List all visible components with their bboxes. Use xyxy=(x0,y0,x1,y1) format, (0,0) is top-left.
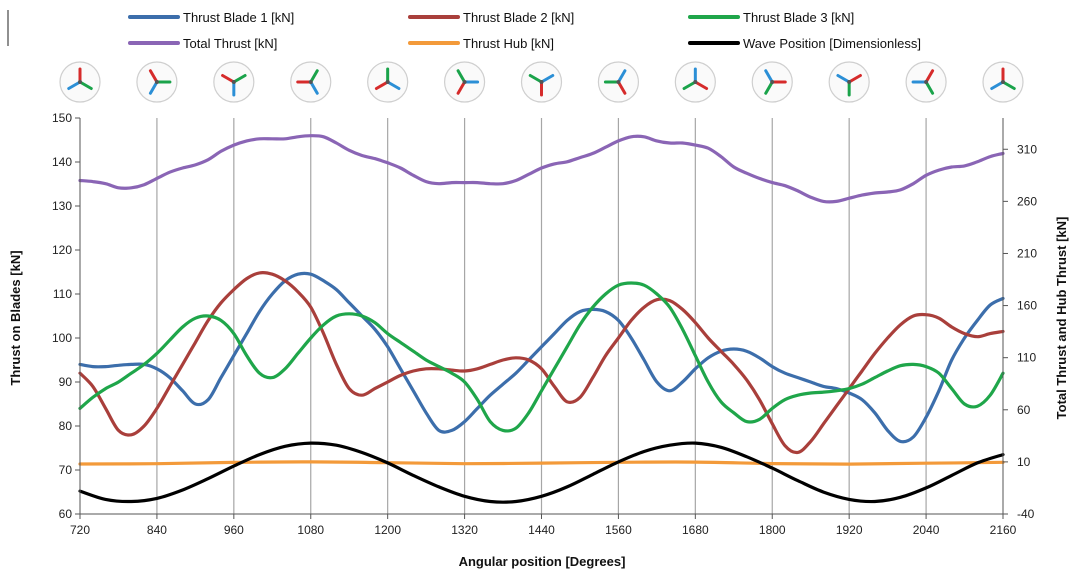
legend-label-3: Thrust Blade 3 [kN] xyxy=(743,10,854,25)
x-tick-label-1560: 1560 xyxy=(605,523,632,537)
rotor-icon xyxy=(905,61,947,103)
x-tick-label-1320: 1320 xyxy=(451,523,478,537)
legend-label-4: Total Thrust [kN] xyxy=(183,36,277,51)
y-axis-title: Thrust on Blades [kN] xyxy=(8,250,23,385)
x-tick-label-1920: 1920 xyxy=(836,523,863,537)
series-line-6 xyxy=(78,441,1005,504)
y-tick-label-60: 60 xyxy=(59,507,73,521)
y-tick-label-80: 80 xyxy=(59,419,73,433)
y-tick-label-120: 120 xyxy=(52,243,72,257)
rotor-icon xyxy=(367,61,409,103)
rotor-icon xyxy=(520,61,563,103)
x-tick-label-720: 720 xyxy=(70,523,90,537)
series-layer xyxy=(78,134,1005,504)
x-tick-label-1200: 1200 xyxy=(374,523,401,537)
y2-tick-label--40: -40 xyxy=(1017,507,1035,521)
rotor-icon xyxy=(828,61,870,103)
rotor-icon xyxy=(59,61,101,103)
legend-label-1: Thrust Blade 1 [kN] xyxy=(183,10,294,25)
rotor-icon xyxy=(597,61,640,103)
y-tick-label-110: 110 xyxy=(53,287,72,301)
rotor-icon xyxy=(674,61,716,103)
rotor-icon xyxy=(751,61,793,103)
y-tick-label-140: 140 xyxy=(52,155,72,169)
rotor-icon xyxy=(136,61,178,103)
rotor-icon xyxy=(213,61,255,103)
legend-label-5: Thrust Hub [kN] xyxy=(463,36,554,51)
x-tick-label-1080: 1080 xyxy=(297,523,324,537)
x-axis-title: Angular position [Degrees] xyxy=(459,554,626,569)
y-tick-label-100: 100 xyxy=(52,331,72,345)
y2-tick-label-210: 210 xyxy=(1017,246,1037,260)
x-tick-label-1800: 1800 xyxy=(759,523,786,537)
x-tick-label-2040: 2040 xyxy=(913,523,940,537)
x-tick-label-840: 840 xyxy=(147,523,167,537)
series-line-1 xyxy=(78,271,1005,444)
x-tick-label-2160: 2160 xyxy=(990,523,1017,537)
y2-tick-label-10: 10 xyxy=(1017,455,1031,469)
y-tick-label-70: 70 xyxy=(59,463,73,477)
series-line-3 xyxy=(78,281,1005,433)
y-tick-label-130: 130 xyxy=(52,199,72,213)
legend: Thrust Blade 1 [kN] Thrust Blade 2 [kN] Th… xyxy=(128,10,921,51)
y2-tick-label-60: 60 xyxy=(1017,403,1031,417)
x-tick-label-1680: 1680 xyxy=(682,523,709,537)
rotor-icon xyxy=(982,61,1024,103)
y2-tick-label-310: 310 xyxy=(1017,142,1037,156)
y-tick-label-150: 150 xyxy=(52,111,72,125)
series-line-4 xyxy=(78,134,1005,204)
y2-tick-label-110: 110 xyxy=(1017,351,1036,365)
axes: 720 840 960 1080 1200 1320 1440 1560 1680 1800 192… xyxy=(52,111,1037,537)
rotor-icons xyxy=(59,61,1024,103)
rotor-icon xyxy=(443,61,486,103)
x-tick-label-1440: 1440 xyxy=(528,523,555,537)
legend-label-2: Thrust Blade 2 [kN] xyxy=(463,10,574,25)
legend-label-6: Wave Position [Dimensionless] xyxy=(743,36,921,51)
x-tick-label-960: 960 xyxy=(224,523,244,537)
rotor-icon xyxy=(290,61,332,103)
series-line-5 xyxy=(78,460,1005,466)
y-tick-label-90: 90 xyxy=(59,375,73,389)
vertical-gridlines xyxy=(156,118,927,514)
y2-tick-label-260: 260 xyxy=(1017,194,1037,208)
y2-tick-label-160: 160 xyxy=(1017,299,1037,313)
y2-axis-title: Total Thrust and Hub Thrust [kN] xyxy=(1054,217,1069,420)
